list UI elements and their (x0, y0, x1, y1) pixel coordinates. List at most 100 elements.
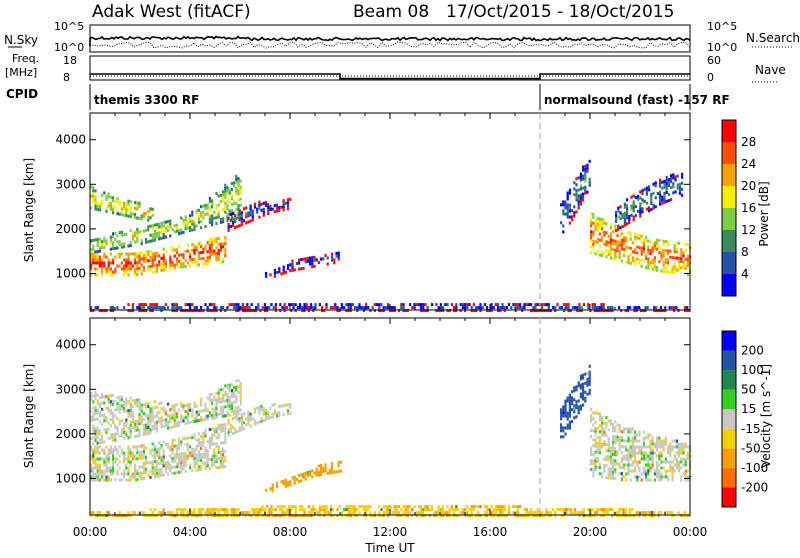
heatmap-cell (653, 306, 656, 310)
heatmap-cell (215, 398, 218, 401)
heatmap-cell (107, 451, 110, 455)
heatmap-cell (651, 439, 654, 443)
heatmap-cell (649, 466, 652, 470)
heatmap-cell (673, 454, 676, 458)
heatmap-cell (142, 257, 145, 261)
heatmap-cell (614, 471, 617, 475)
heatmap-cell (439, 514, 442, 518)
heatmap-cell (178, 232, 181, 236)
heatmap-cell (616, 243, 619, 247)
heatmap-cell (294, 514, 297, 518)
heatmap-cell (373, 514, 376, 518)
heatmap-cell (195, 209, 198, 213)
heatmap-cell (234, 416, 237, 420)
heatmap-cell (455, 514, 458, 518)
heatmap-cell (169, 414, 172, 418)
heatmap-cell (530, 511, 533, 515)
heatmap-cell (211, 508, 214, 512)
heatmap-cell (415, 511, 418, 515)
heatmap-cell (123, 409, 126, 413)
heatmap-cell (142, 306, 145, 310)
heatmap-cell (94, 466, 97, 470)
heatmap-cell (631, 448, 634, 452)
heatmap-cell (235, 186, 238, 190)
heatmap-cell (282, 205, 285, 209)
heatmap-cell (230, 410, 233, 414)
heatmap-cell (239, 203, 242, 207)
heatmap-cell (131, 309, 134, 313)
heatmap-cell (195, 306, 198, 310)
heatmap-cell (609, 422, 612, 426)
heatmap-cell (213, 433, 216, 437)
colorbar-swatch (722, 350, 736, 371)
heatmap-cell (560, 414, 563, 418)
heatmap-cell (215, 407, 218, 410)
heatmap-cell (656, 244, 659, 248)
heatmap-cell (230, 182, 233, 185)
heatmap-cell (90, 242, 93, 246)
heatmap-cell (234, 431, 237, 435)
heatmap-cell (131, 451, 134, 455)
heatmap-cell (149, 207, 152, 211)
heatmap-cell (224, 242, 227, 246)
heatmap-cell (105, 197, 108, 201)
heatmap-cell (594, 462, 597, 466)
heatmap-cell (651, 460, 654, 464)
heatmap-cell (215, 207, 218, 211)
heatmap-cell (618, 438, 621, 442)
heatmap-cell (118, 231, 121, 235)
heatmap-cell (142, 453, 145, 457)
heatmap-cell (191, 511, 194, 515)
heatmap-cell (653, 442, 656, 446)
heatmap-cell (678, 448, 681, 452)
heatmap-cell (614, 224, 617, 228)
heatmap-cell (472, 309, 475, 313)
heatmap-cell (586, 190, 589, 194)
heatmap-cell (601, 472, 604, 476)
heatmap-cell (614, 254, 617, 258)
heatmap-cell (145, 402, 148, 406)
heatmap-cell (178, 458, 181, 462)
heatmap-cell (237, 406, 240, 410)
heatmap-cell (169, 267, 172, 271)
heatmap-cell (378, 511, 381, 515)
heatmap-cell (138, 471, 141, 475)
freq-label: Freq. (12, 52, 39, 65)
heatmap-cell (660, 478, 663, 482)
heatmap-cell (669, 445, 672, 449)
heatmap-cell (497, 508, 500, 512)
heatmap-cell (114, 514, 117, 518)
heatmap-cell (632, 215, 635, 219)
heatmap-cell (623, 211, 626, 215)
heatmap-cell (123, 400, 126, 404)
heatmap-cell (642, 436, 645, 440)
heatmap-cell (384, 306, 387, 310)
heatmap-cell (592, 221, 595, 225)
heatmap-cell (101, 472, 104, 476)
heatmap-cell (651, 267, 654, 271)
heatmap-cell (114, 438, 117, 442)
heatmap-cell (682, 472, 685, 476)
heatmap-cell (286, 201, 290, 205)
heatmap-cell (158, 225, 161, 229)
heatmap-cell (541, 511, 544, 515)
heatmap-cell (345, 309, 348, 313)
heatmap-cell (541, 306, 544, 310)
heatmap-cell (160, 419, 163, 423)
heatmap-cell (206, 250, 209, 254)
heatmap-cell (455, 306, 458, 310)
heatmap-cell (134, 472, 137, 476)
heatmap-cell (278, 206, 281, 210)
heatmap-cell (151, 418, 154, 422)
heatmap-cell (189, 420, 192, 424)
heatmap-cell (92, 415, 95, 419)
heatmap-cell (614, 453, 617, 457)
heatmap-cell (512, 303, 515, 307)
heatmap-cell (112, 411, 115, 415)
heatmap-cell (239, 399, 242, 403)
heatmap-cell (215, 240, 218, 244)
heatmap-cell (664, 309, 667, 313)
heatmap-cell (145, 423, 148, 427)
heatmap-cell (291, 265, 294, 269)
colorbar-swatch (722, 142, 736, 164)
